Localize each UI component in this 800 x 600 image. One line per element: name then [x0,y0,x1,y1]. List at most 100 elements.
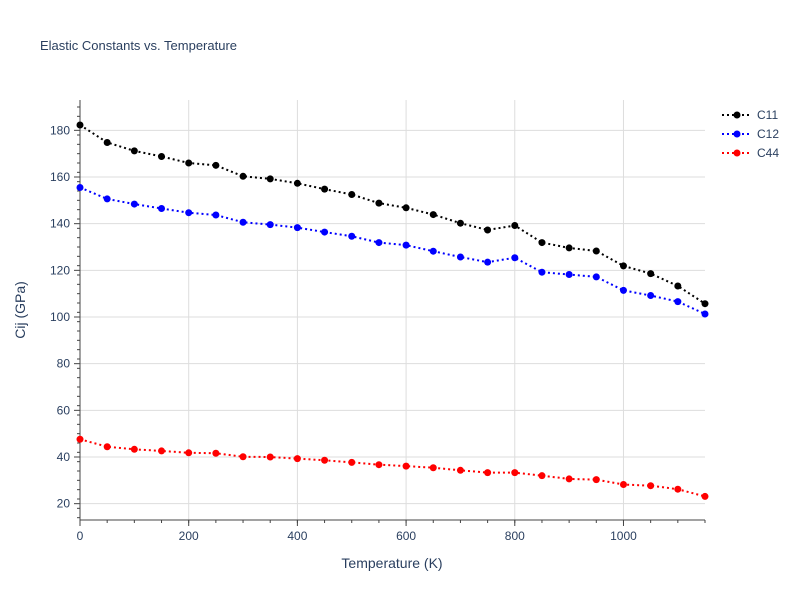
data-point-c12[interactable] [185,209,193,217]
data-point-c12[interactable] [266,221,274,229]
data-point-c11[interactable] [674,282,682,290]
data-point-c44[interactable] [565,475,573,483]
y-tick-label: 40 [57,450,71,464]
series-c11[interactable] [76,121,709,308]
legend-item-c12[interactable]: C12 [722,127,779,141]
legend-label: C11 [757,108,778,122]
data-point-c44[interactable] [130,445,138,453]
data-point-c44[interactable] [592,476,600,484]
data-point-c12[interactable] [701,310,709,318]
data-point-c12[interactable] [375,239,383,247]
data-point-c11[interactable] [647,270,655,278]
data-point-c11[interactable] [239,172,247,180]
data-point-c44[interactable] [266,453,274,461]
data-point-c44[interactable] [158,447,166,455]
data-point-c11[interactable] [158,152,166,160]
data-point-c11[interactable] [429,211,437,219]
data-point-c12[interactable] [565,271,573,279]
data-point-c44[interactable] [456,466,464,474]
data-point-c44[interactable] [674,485,682,493]
data-point-c12[interactable] [212,211,220,219]
data-point-c11[interactable] [293,179,301,187]
data-point-c44[interactable] [701,492,709,500]
data-point-c11[interactable] [266,175,274,183]
data-point-c12[interactable] [76,184,84,191]
data-point-c12[interactable] [429,247,437,255]
data-point-c12[interactable] [402,241,410,249]
data-point-c11[interactable] [592,247,600,255]
data-point-c44[interactable] [239,453,247,461]
y-tick-label: 80 [57,357,71,371]
y-tick-label: 20 [57,497,71,511]
data-point-c44[interactable] [402,462,410,470]
series-line-c44 [79,438,706,498]
data-point-c11[interactable] [511,222,519,230]
data-point-c11[interactable] [321,185,329,193]
data-point-c44[interactable] [76,435,84,443]
x-tick-label: 0 [77,529,84,543]
legend[interactable]: C11 C12 C44 [722,108,779,160]
data-point-c44[interactable] [647,482,655,490]
data-point-c44[interactable] [103,443,111,451]
data-point-c11[interactable] [565,244,573,252]
legend-label: C12 [757,127,779,141]
data-point-c12[interactable] [538,268,546,276]
data-point-c44[interactable] [484,469,492,477]
data-point-c11[interactable] [185,159,193,167]
data-point-c12[interactable] [592,273,600,281]
legend-marker-icon [733,130,741,138]
data-point-c12[interactable] [348,232,356,240]
legend-item-c11[interactable]: C11 [722,108,778,122]
data-point-c11[interactable] [375,199,383,207]
data-point-c44[interactable] [619,481,627,489]
data-point-c44[interactable] [375,461,383,469]
data-point-c12[interactable] [239,218,247,226]
x-axis-label: Temperature (K) [341,555,442,571]
data-point-c44[interactable] [538,472,546,480]
data-point-c11[interactable] [402,204,410,212]
data-point-c44[interactable] [293,455,301,463]
data-point-c44[interactable] [212,449,220,457]
data-point-c11[interactable] [484,226,492,234]
y-tick-label: 60 [57,403,71,417]
legend-marker-icon [733,149,741,157]
legend-item-c44[interactable]: C44 [722,146,779,160]
data-point-c11[interactable] [212,161,220,169]
data-point-c12[interactable] [511,254,519,262]
data-point-c11[interactable] [76,121,84,129]
data-point-c12[interactable] [158,205,166,212]
axes: 20 40 60 80 100 120 140 160 180 0 200 400 600 800 1000 [50,100,706,543]
data-point-c12[interactable] [293,224,301,232]
data-point-c44[interactable] [185,449,193,457]
x-tick-label: 600 [396,529,416,543]
data-point-c12[interactable] [674,298,682,306]
legend-label: C44 [757,146,779,160]
data-point-c44[interactable] [321,456,329,464]
data-point-c11[interactable] [538,239,546,247]
data-point-c12[interactable] [130,200,138,208]
data-point-c12[interactable] [484,258,492,266]
y-tick-label: 100 [50,310,70,324]
data-point-c44[interactable] [348,458,356,466]
data-point-c11[interactable] [456,219,464,227]
data-point-c11[interactable] [701,300,709,308]
x-tick-label: 1000 [610,529,637,543]
data-point-c12[interactable] [647,292,655,300]
data-point-c44[interactable] [429,464,437,472]
series-c44[interactable] [76,435,709,500]
data-point-c12[interactable] [321,228,329,236]
data-point-c11[interactable] [130,147,138,155]
y-tick-label: 140 [50,217,70,231]
data-point-c11[interactable] [619,262,627,270]
data-point-c11[interactable] [103,138,111,146]
x-tick-label: 200 [179,529,199,543]
data-point-c12[interactable] [456,253,464,261]
series-c12[interactable] [76,184,709,318]
data-point-c44[interactable] [511,469,519,477]
data-point-c11[interactable] [348,191,356,198]
data-point-c12[interactable] [103,195,111,203]
data-point-c12[interactable] [619,286,627,294]
series-line-c11 [79,124,706,305]
